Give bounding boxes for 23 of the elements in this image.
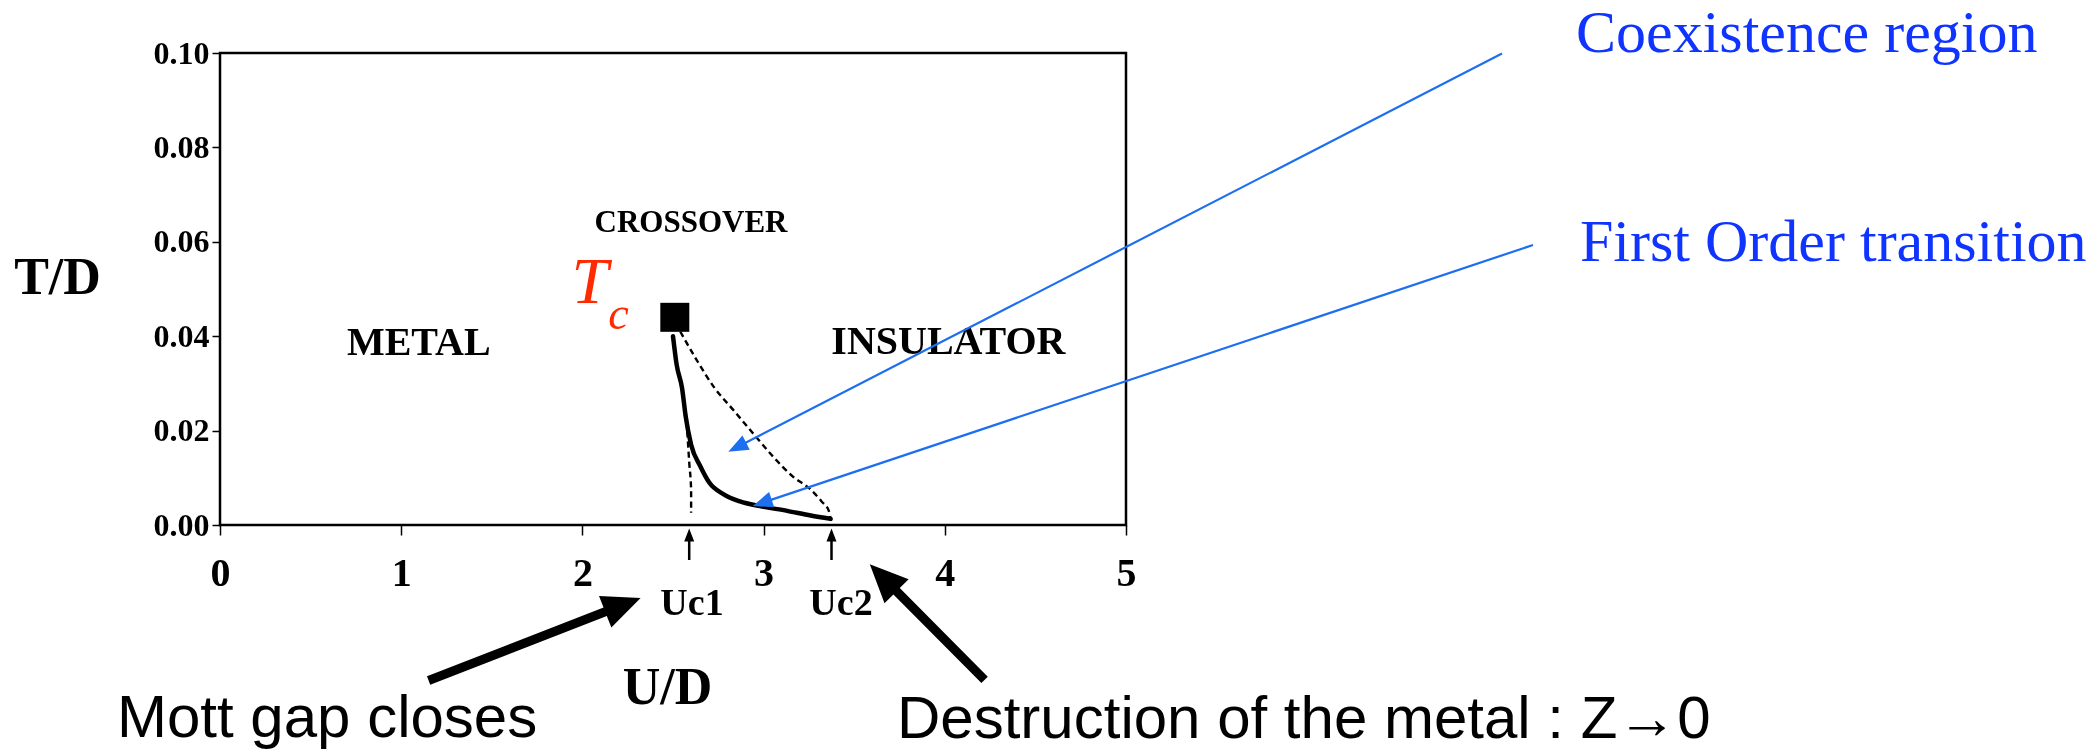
x-tick-label: 2 <box>572 549 593 595</box>
x-tick-label: 5 <box>1116 549 1137 595</box>
y-tick-label: 0.02 <box>153 412 210 449</box>
x-tick-label: 0 <box>210 549 231 595</box>
text: First Order transition <box>1580 208 2087 274</box>
x-axis-title: U/D <box>622 657 713 715</box>
y-tick-label: 0.06 <box>153 223 210 260</box>
y-tick-label: 0.10 <box>153 34 210 71</box>
x-tick-label: 4 <box>935 549 956 595</box>
annotation: METAL <box>346 318 491 364</box>
y-tick-label: 0.04 <box>153 317 210 354</box>
text: Destruction of the metal : Z→0 <box>897 684 1711 751</box>
text: Uc2 <box>809 581 873 623</box>
y-tick-label: 0.08 <box>153 128 210 165</box>
x-tick-label: 1 <box>391 549 412 595</box>
text: Uc1 <box>660 581 724 623</box>
y-axis-title: T/D <box>14 247 101 305</box>
text: Coexistence region <box>1576 0 2038 65</box>
annotation: CROSSOVER <box>594 203 789 238</box>
annotation: T$_{c}$ <box>571 244 629 339</box>
x-tick-label: 3 <box>754 549 775 595</box>
y-tick-label: 0.00 <box>153 506 210 543</box>
text: Mott gap closes <box>117 683 538 750</box>
